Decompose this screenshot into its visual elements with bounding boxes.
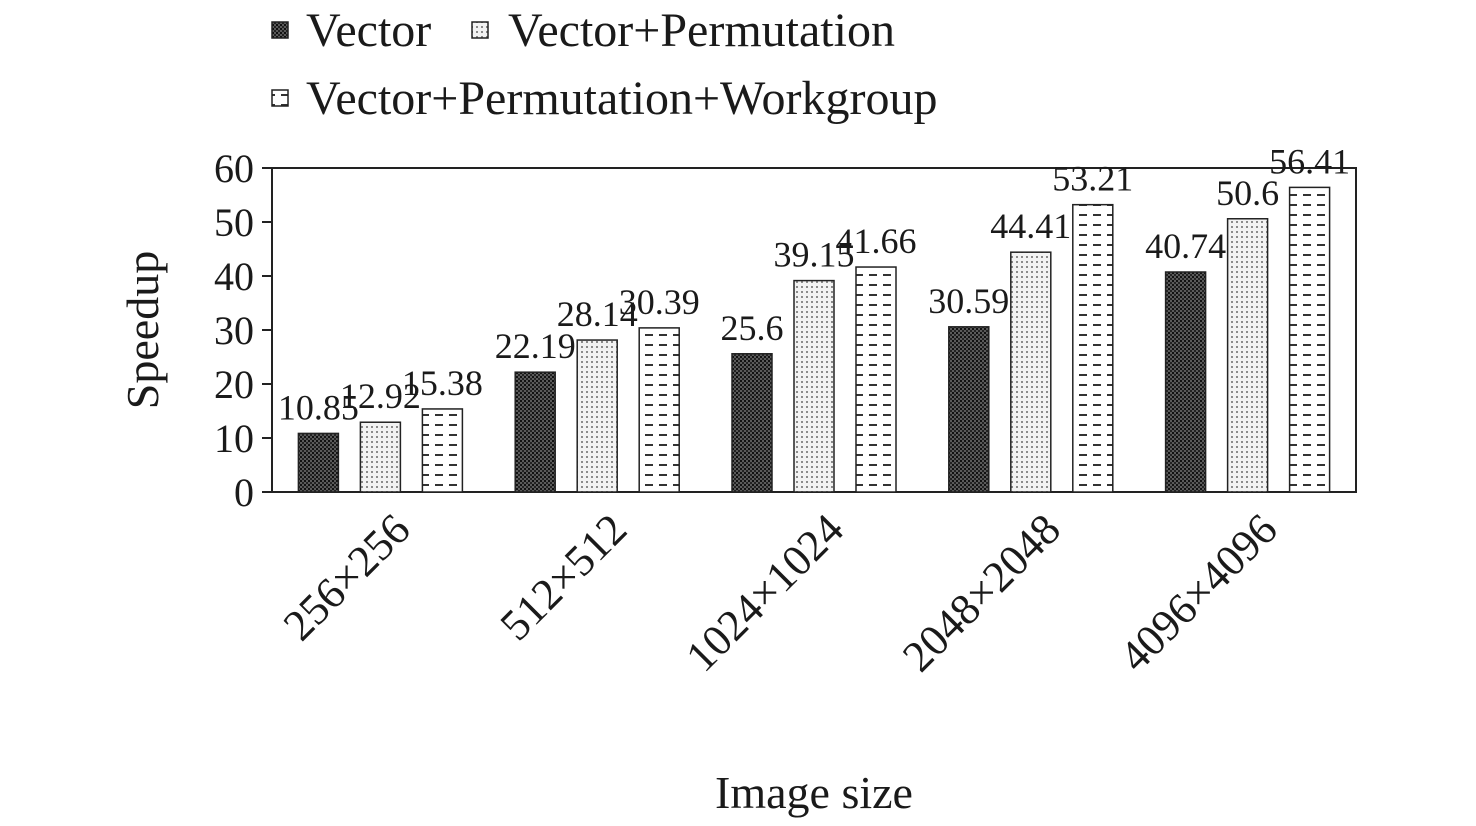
bar-vector-permutation-1024-1024 xyxy=(793,279,835,493)
y-tick-label-40: 40 xyxy=(214,254,254,299)
bar-vector-permutation-workgroup-512-512 xyxy=(638,327,680,493)
y-axis-ticks: 0 10 20 30 40 50 60 xyxy=(214,146,272,515)
legend-item-vector-permutation-workgroup: Vector+Permutation+Workgroup xyxy=(271,72,937,125)
bar-vector-4096-4096 xyxy=(1164,271,1207,493)
bar-vector-permutation-workgroup-4096-4096 xyxy=(1288,186,1331,493)
data-label-vector-permutation-1024-1024: 39.15 xyxy=(774,235,855,275)
bar-vector-permutation-4096-4096 xyxy=(1226,218,1269,493)
legend-label-vector-permutation-workgroup: Vector+Permutation+Workgroup xyxy=(306,72,937,125)
x-tick-label-256-256: 256×256 xyxy=(274,504,420,650)
data-label-vector-4096-4096: 40.74 xyxy=(1145,226,1226,266)
y-tick-label-10: 10 xyxy=(214,416,254,461)
x-tick-label-512-512: 512×512 xyxy=(491,504,637,650)
data-label-vector-permutation-4096-4096: 50.6 xyxy=(1216,173,1279,213)
bar-vector-permutation-workgroup-256-256 xyxy=(421,408,464,493)
legend-item-vector-permutation: Vector+Permutation xyxy=(471,4,895,57)
legend-label-vector: Vector xyxy=(306,4,431,57)
x-axis-title: Image size xyxy=(715,767,913,818)
y-tick-label-30: 30 xyxy=(214,308,254,353)
legend-item-vector: Vector xyxy=(271,4,431,57)
bar-vector-512-512 xyxy=(514,371,556,493)
data-label-vector-permutation-2048-2048: 44.41 xyxy=(990,206,1071,246)
bar-vector-2048-2048 xyxy=(948,326,990,493)
legend: Vector Vector+Permutation Vector+Permuta… xyxy=(271,4,937,125)
bar-vector-1024-1024 xyxy=(731,353,773,493)
bar-vector-permutation-256-256 xyxy=(359,421,402,493)
data-label-vector-permutation-256-256: 12.92 xyxy=(340,376,421,416)
y-tick-label-0: 0 xyxy=(234,470,254,515)
legend-swatch-vector-permutation xyxy=(471,21,489,39)
bar-vector-permutation-512-512 xyxy=(576,339,618,493)
bar-vector-256-256 xyxy=(297,432,340,493)
bar-vector-permutation-workgroup-1024-1024 xyxy=(855,266,897,493)
x-axis-tick-labels: 256×256 512×512 1024×1024 2048×2048 4096×409… xyxy=(274,504,1287,681)
bar-vector-permutation-workgroup-2048-2048 xyxy=(1072,203,1114,493)
y-axis-title: Speedup xyxy=(117,251,168,409)
y-tick-label-50: 50 xyxy=(214,200,254,245)
data-label-vector-permutation-workgroup-4096-4096: 56.41 xyxy=(1269,141,1350,181)
data-label-vector-512-512: 22.19 xyxy=(495,326,576,366)
bar-vector-permutation-2048-2048 xyxy=(1010,251,1052,493)
data-label-vector-permutation-workgroup-256-256: 15.38 xyxy=(402,363,483,403)
data-label-vector-256-256: 10.85 xyxy=(278,387,359,427)
x-tick-label-1024-1024: 1024×1024 xyxy=(676,504,853,681)
x-tick-label-2048-2048: 2048×2048 xyxy=(893,504,1070,681)
y-tick-label-20: 20 xyxy=(214,362,254,407)
legend-swatch-vector-permutation-workgroup xyxy=(271,89,289,107)
y-tick-label-60: 60 xyxy=(214,146,254,191)
legend-label-vector-permutation: Vector+Permutation xyxy=(508,4,895,57)
legend-swatch-vector xyxy=(271,21,289,39)
data-label-vector-2048-2048: 30.59 xyxy=(928,281,1009,321)
bars xyxy=(297,186,1331,493)
data-label-vector-permutation-workgroup-1024-1024: 41.66 xyxy=(836,221,917,261)
data-label-vector-permutation-512-512: 28.14 xyxy=(557,294,638,334)
data-label-vector-permutation-workgroup-512-512: 30.39 xyxy=(619,282,700,322)
data-label-vector-permutation-workgroup-2048-2048: 53.21 xyxy=(1052,159,1133,199)
x-tick-label-4096-4096: 4096×4096 xyxy=(1110,504,1287,681)
data-label-vector-1024-1024: 25.6 xyxy=(721,308,784,348)
